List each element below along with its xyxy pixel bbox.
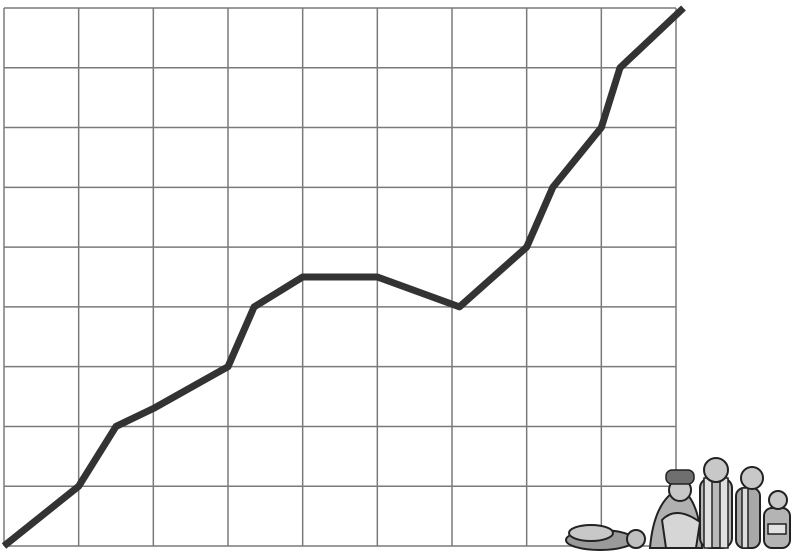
lying-person-icon: [565, 524, 646, 551]
chart-series: [1, 5, 686, 549]
standing-person-icon: [699, 457, 733, 549]
sitting-person-icon: [648, 469, 704, 549]
child-person-icon: [763, 490, 791, 549]
dejected-people-illustration: [565, 457, 791, 551]
bowed-person-icon: [735, 466, 764, 549]
series-line: [1, 5, 686, 549]
chart-grid: [3, 7, 677, 547]
